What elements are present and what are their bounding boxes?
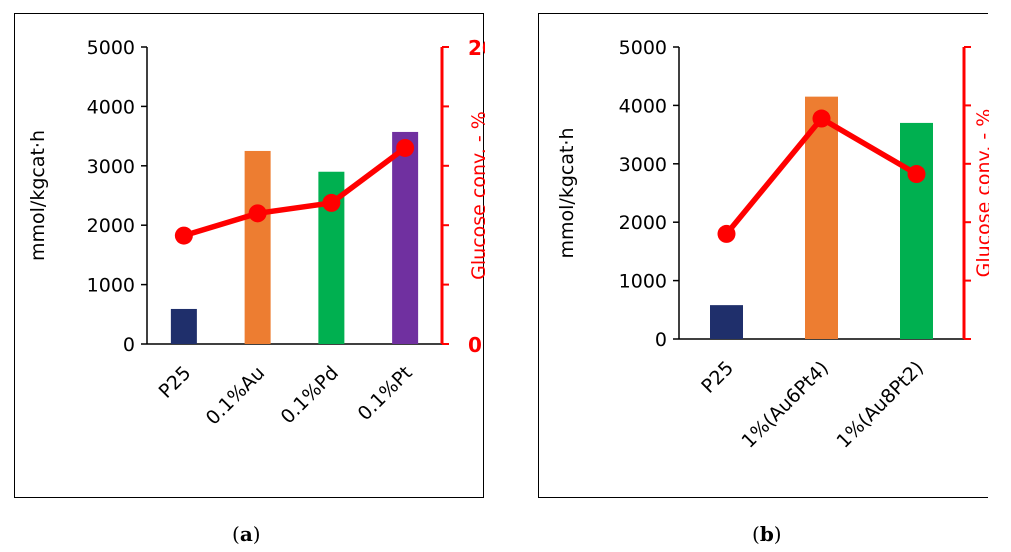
y-axis-title: mmol/kgcat·h — [27, 130, 49, 261]
conversion-point — [396, 138, 415, 157]
left-tick-label: 3000 — [619, 154, 667, 176]
chart-panel-a: 0 1000 2000 3000 4000 5000 0 20 P250.1%Au0.1%Pd0… — [14, 13, 485, 498]
category-label: P25 — [697, 357, 738, 398]
y-axis-title: mmol/kgcat·h — [556, 127, 578, 258]
y2-axis-title: Glucose conv. - % — [468, 111, 485, 280]
left-tick-label: 3000 — [87, 156, 135, 178]
category-label: 1%(Au8Pt2) — [833, 357, 929, 453]
left-tick-label: 1000 — [619, 271, 667, 293]
conversion-point — [812, 109, 831, 128]
left-tick-label: 1000 — [87, 275, 135, 297]
conversion-point — [907, 165, 926, 184]
left-tick-label: 2000 — [619, 212, 667, 234]
conversion-point — [174, 226, 193, 245]
category-label: 0.1%Pd — [277, 362, 343, 428]
category-label: P25 — [155, 362, 196, 403]
right-tick-label: 0 — [468, 333, 482, 357]
chart-b-svg: 010002000300040005000020P251%(Au6Pt4)1%(… — [556, 37, 989, 453]
conversion-point — [322, 193, 341, 212]
bar-1-au8pt2- — [900, 122, 933, 339]
caption-b: (b) — [752, 522, 782, 546]
chart-panel-b: 010002000300040005000020P251%(Au6Pt4)1%(… — [538, 13, 989, 498]
bar-0-1-pt — [392, 131, 419, 344]
conversion-line — [183, 145, 407, 239]
bar-p25 — [170, 308, 197, 344]
left-tick-label: 0 — [123, 334, 135, 356]
bar-1-au6pt4- — [805, 96, 838, 339]
y2-axis-title: Glucose conv. - % — [973, 109, 989, 278]
left-tick-label: 0 — [655, 329, 667, 351]
bar-p25 — [710, 305, 743, 339]
category-label: 0.1%Pt — [354, 362, 417, 425]
conversion-point — [717, 224, 736, 243]
caption-a: (a) — [232, 522, 261, 546]
right-tick-label: 20 — [468, 36, 485, 60]
chart-a-svg: 0 1000 2000 3000 4000 5000 0 20 P250.1%Au0.1%Pd0… — [27, 36, 485, 429]
left-tick-label: 4000 — [619, 95, 667, 117]
conversion-point — [248, 204, 267, 223]
bar-0-1-au — [244, 150, 271, 344]
left-tick-label: 4000 — [87, 96, 135, 118]
category-label: 0.1%Au — [202, 362, 269, 429]
left-tick-label: 5000 — [87, 37, 135, 59]
left-tick-label: 2000 — [87, 215, 135, 237]
left-tick-label: 5000 — [619, 37, 667, 59]
category-label: 1%(Au6Pt4) — [738, 357, 834, 453]
